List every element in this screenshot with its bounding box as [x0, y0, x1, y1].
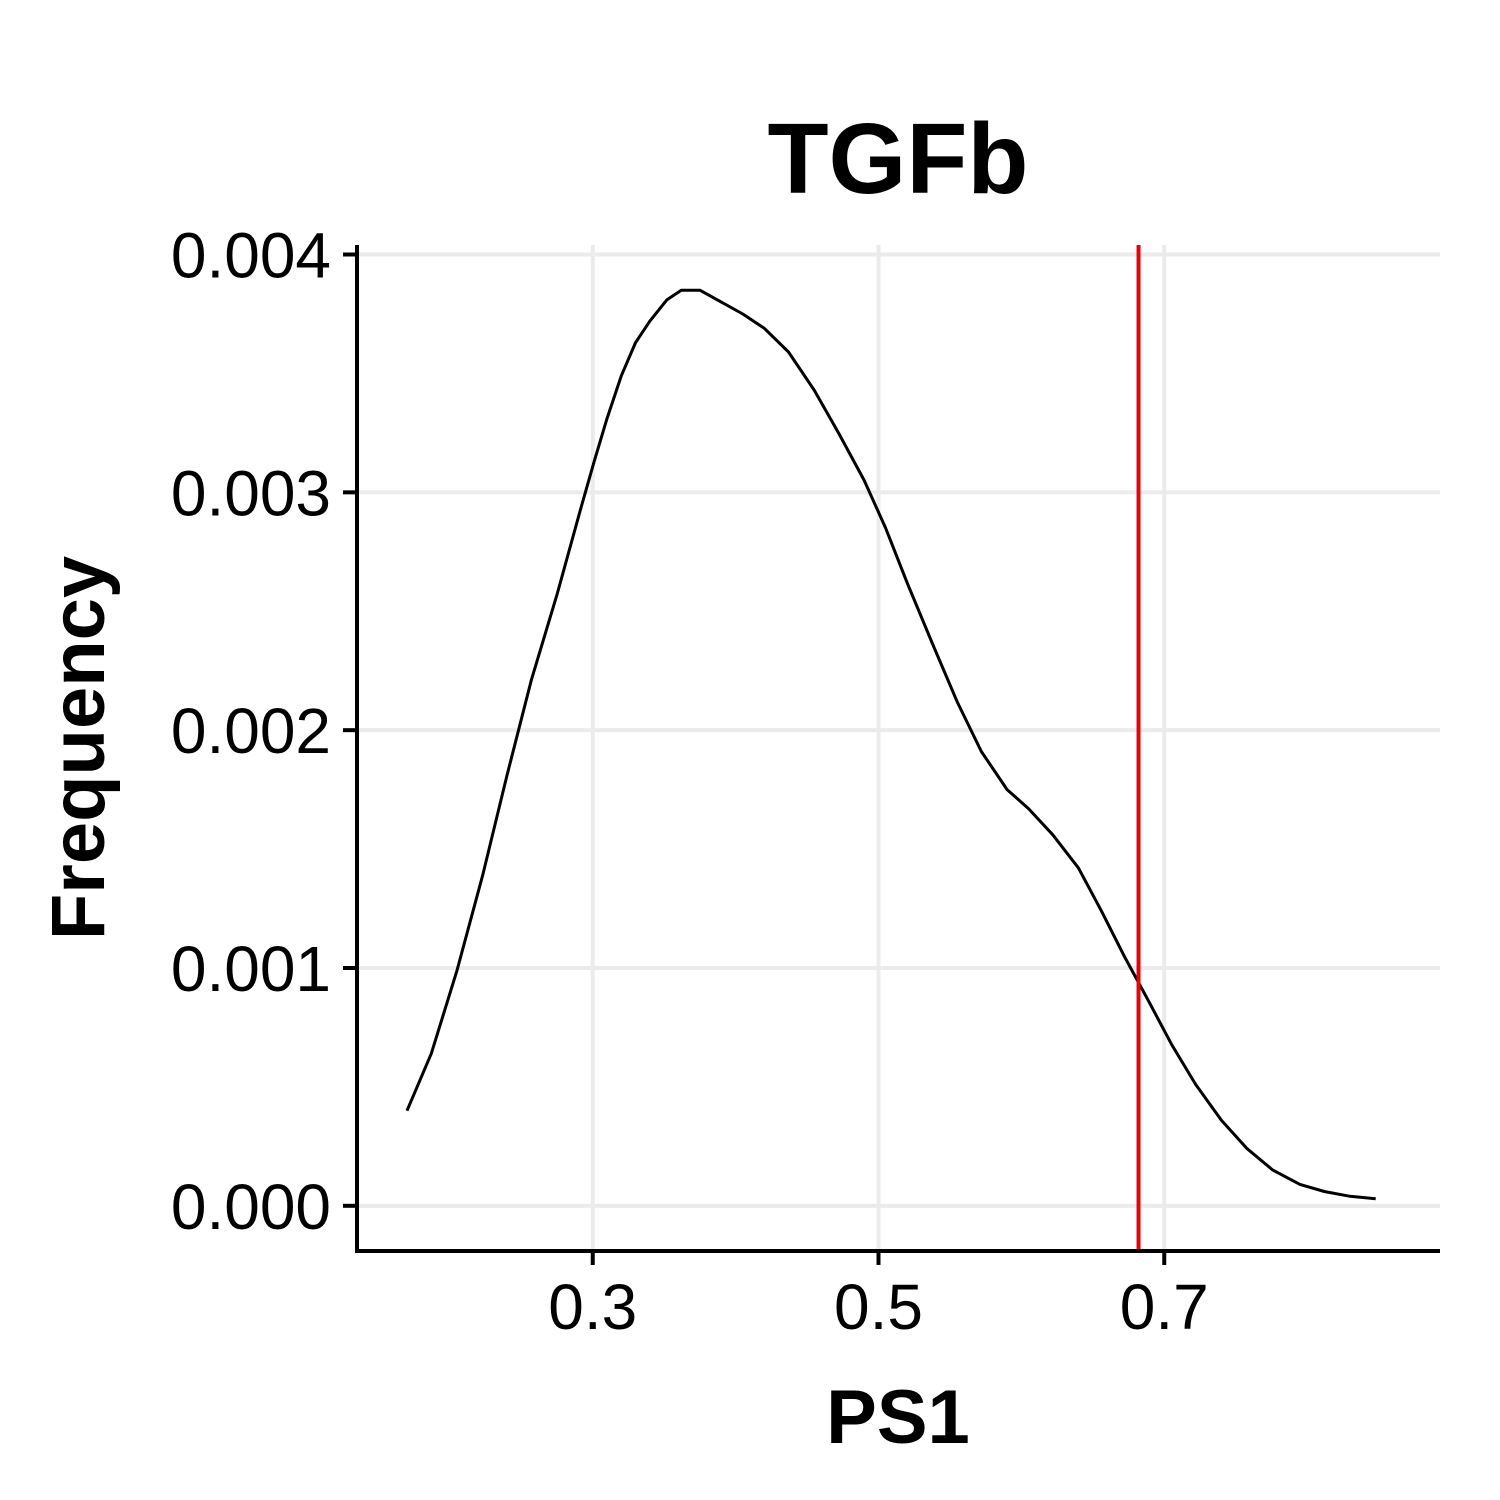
y-tick-label-2: 0.002 [171, 695, 331, 767]
y-tick-label-1: 0.001 [171, 933, 331, 1005]
chart-title: TGFb [767, 103, 1028, 215]
plot-marks [405, 245, 1376, 1251]
grid-lines [357, 245, 1440, 1251]
x-tick-label-0: 0.3 [548, 1271, 637, 1343]
y-tick-label-4: 0.004 [171, 220, 331, 292]
x-tick-label-1: 0.5 [834, 1271, 923, 1343]
x-axis-title: PS1 [826, 1375, 970, 1460]
y-tick-label-3: 0.003 [171, 457, 331, 529]
y-tick-label-0: 0.000 [171, 1171, 331, 1243]
y-axis-title: Frequency [36, 556, 121, 940]
axes: 0.000 0.001 0.002 0.003 0.004 0.3 0.5 0.7 [171, 220, 1440, 1343]
x-tick-label-2: 0.7 [1120, 1271, 1209, 1343]
density-curve-0 [405, 288, 1376, 1201]
